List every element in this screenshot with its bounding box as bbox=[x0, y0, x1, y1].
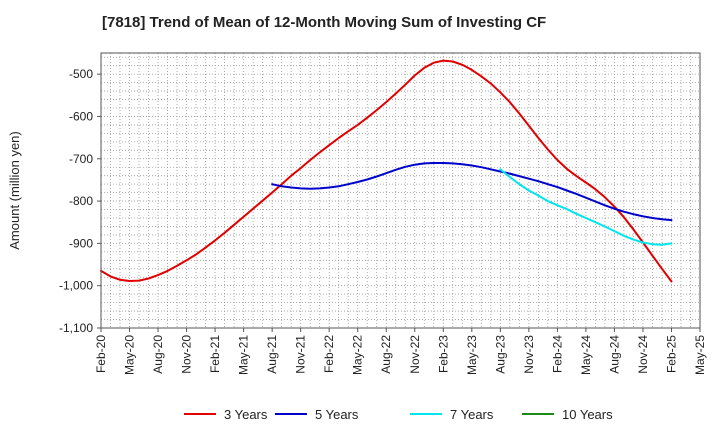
x-tick-label: Aug-22 bbox=[379, 335, 393, 374]
x-tick-label: Nov-20 bbox=[180, 335, 194, 374]
x-tick-label: May-20 bbox=[123, 335, 137, 375]
x-tick-label: Feb-22 bbox=[322, 335, 336, 373]
legend-label: 3 Years bbox=[224, 407, 268, 422]
x-tick-label: May-22 bbox=[351, 335, 365, 375]
legend-label: 10 Years bbox=[562, 407, 613, 422]
series-line-7-years bbox=[499, 168, 673, 246]
y-tick-label: -1,100 bbox=[59, 321, 93, 335]
y-axis-title: Amount (million yen) bbox=[7, 131, 22, 250]
x-tick-label: May-24 bbox=[579, 335, 593, 375]
x-tick-label: May-23 bbox=[465, 335, 479, 375]
x-tick-label: May-25 bbox=[693, 335, 707, 375]
x-axis-ticks: Feb-20 May-20 Aug-20 Nov-20 Feb-21 May-21 Aug-… bbox=[94, 328, 707, 375]
x-tick-label: Feb-20 bbox=[94, 335, 108, 373]
plot-frame bbox=[100, 52, 701, 329]
chart-title: [7818] Trend of Mean of 12-Month Moving … bbox=[102, 14, 547, 31]
x-tick-label: Aug-23 bbox=[493, 335, 507, 374]
x-tick-label: Nov-21 bbox=[294, 335, 308, 374]
x-tick-label: Nov-22 bbox=[408, 335, 422, 374]
x-tick-label: Aug-20 bbox=[151, 335, 165, 374]
x-tick-label: Feb-23 bbox=[436, 335, 450, 373]
y-tick-label: -700 bbox=[69, 152, 93, 166]
x-tick-label: Feb-21 bbox=[208, 335, 222, 373]
legend-item-5-years: 5 Years bbox=[275, 407, 359, 422]
y-axis-ticks: -500 -600 -700 -800 -900 -1,000 -1,100 bbox=[59, 67, 101, 335]
legend: 3 Years 5 Years 7 Years 10 Years bbox=[184, 407, 613, 422]
x-tick-label: Aug-21 bbox=[265, 335, 279, 374]
legend-label: 5 Years bbox=[315, 407, 359, 422]
x-tick-label: May-21 bbox=[237, 335, 251, 375]
y-tick-label: -500 bbox=[69, 67, 93, 81]
y-tick-label: -800 bbox=[69, 194, 93, 208]
legend-item-7-years: 7 Years bbox=[410, 407, 494, 422]
x-tick-label: Feb-24 bbox=[550, 335, 564, 373]
x-tick-label: Aug-24 bbox=[607, 335, 621, 374]
legend-item-10-years: 10 Years bbox=[522, 407, 613, 422]
series-line-5-years bbox=[271, 162, 673, 222]
x-tick-label: Nov-24 bbox=[636, 335, 650, 374]
y-tick-label: -1,000 bbox=[59, 279, 93, 293]
x-tick-label: Nov-23 bbox=[522, 335, 536, 374]
y-tick-label: -600 bbox=[69, 109, 93, 123]
grid-lines bbox=[101, 53, 700, 328]
legend-label: 7 Years bbox=[450, 407, 494, 422]
series-line-3-years bbox=[100, 59, 673, 283]
x-tick-label: Feb-25 bbox=[664, 335, 678, 373]
legend-item-3-years: 3 Years bbox=[184, 407, 268, 422]
y-tick-label: -900 bbox=[69, 236, 93, 250]
series-lines bbox=[100, 59, 673, 283]
